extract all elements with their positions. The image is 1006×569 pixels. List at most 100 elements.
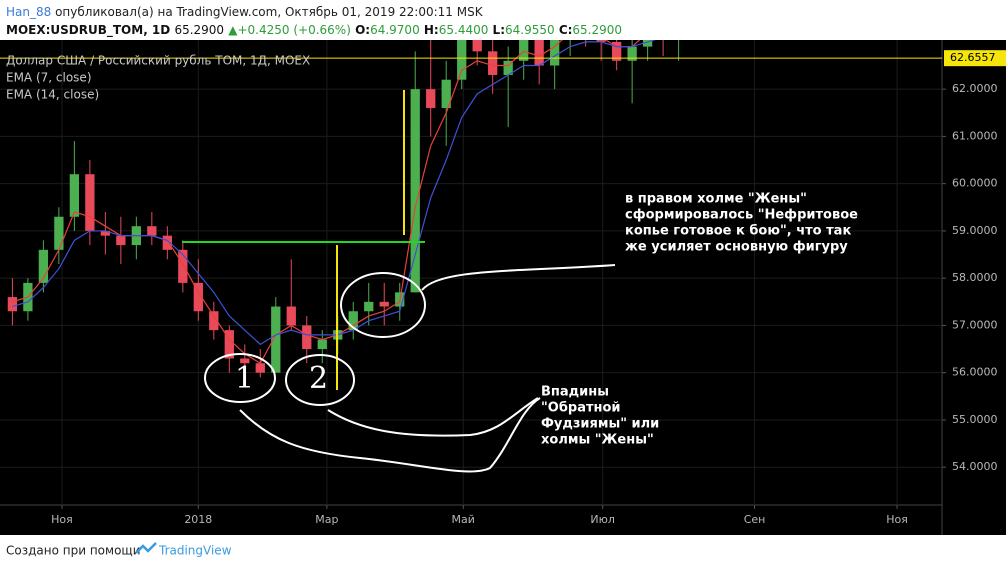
legend-entry: EMA (7, close) bbox=[6, 71, 92, 85]
candle-body bbox=[550, 40, 560, 66]
candle-body bbox=[178, 249, 188, 283]
change: +0.4250 (+0.66%) bbox=[237, 23, 350, 37]
candle-body bbox=[596, 40, 606, 42]
candle-body bbox=[286, 306, 296, 326]
x-tick-label: Мар bbox=[315, 513, 338, 526]
y-tick-label: 54.0000 bbox=[952, 460, 998, 473]
circle bbox=[340, 272, 426, 338]
y-tick-label: 56.0000 bbox=[952, 366, 998, 379]
candle-body bbox=[488, 51, 498, 75]
annotation: 1 bbox=[235, 361, 254, 396]
candle-body bbox=[642, 40, 653, 47]
candle-body bbox=[534, 40, 544, 66]
x-tick-label: 2018 bbox=[184, 513, 212, 526]
candle-body bbox=[364, 301, 374, 312]
last: 65.2900 bbox=[174, 23, 224, 37]
candle-body bbox=[255, 363, 265, 373]
user[interactable]: Han_88 bbox=[6, 5, 51, 19]
candle-body bbox=[209, 311, 219, 331]
annotation: Фудзиямы" или bbox=[541, 417, 659, 432]
footer-text: Создано при помощи bbox=[6, 544, 141, 558]
legend-entry: EMA (14, close) bbox=[6, 88, 99, 102]
x-tick-label: Ноя bbox=[51, 513, 73, 526]
candle-body bbox=[317, 339, 327, 350]
chart-bg bbox=[0, 40, 1006, 535]
legend: EMA (7, close) EMA (14, close) bbox=[6, 71, 99, 102]
candle-body bbox=[271, 306, 281, 373]
annotation: же усиляет основную фигуру bbox=[625, 240, 848, 255]
annotation: сформировалось "Нефритовое bbox=[625, 208, 858, 223]
drawings bbox=[182, 90, 616, 473]
candle-body bbox=[627, 46, 637, 61]
pointer-curve bbox=[421, 264, 616, 291]
candle-body bbox=[426, 89, 436, 109]
y-tick-label: 62.0000 bbox=[952, 82, 998, 95]
open-label: O: bbox=[355, 23, 370, 37]
circle bbox=[204, 353, 276, 403]
candle-body bbox=[503, 60, 513, 75]
x-tick-label: Июл bbox=[590, 513, 615, 526]
candle-body bbox=[457, 40, 467, 80]
x-tick-label: Сен bbox=[744, 513, 766, 526]
candle-body bbox=[519, 40, 529, 61]
symbol: MOEX:USDRUB_TOM, 1D bbox=[6, 23, 170, 38]
annotation: копье готовое к бою", что так bbox=[625, 224, 851, 239]
annotation: в правом холме "Жены" bbox=[625, 192, 807, 207]
candle-body bbox=[54, 216, 64, 250]
candle-body bbox=[116, 235, 126, 246]
open: 64.9700 bbox=[370, 23, 420, 37]
candle-body bbox=[100, 230, 111, 236]
header-line: Han_88 опубликовал(а) на TradingView.com… bbox=[6, 5, 484, 19]
candle-body bbox=[379, 301, 389, 307]
annotation: "Обратной bbox=[541, 401, 621, 416]
candle-body bbox=[348, 311, 358, 331]
symbol-line: MOEX:USDRUB_TOM, 1D 65.2900 ▲+0.4250 (+0… bbox=[6, 23, 622, 38]
y-tick-label: 55.0000 bbox=[952, 413, 998, 426]
candle-body bbox=[224, 330, 234, 359]
candle-body bbox=[472, 40, 482, 52]
low: 64.9550 bbox=[505, 23, 555, 37]
axes: 54.0000 55.0000 56.0000 57.0000 58.0000 59.00… bbox=[51, 50, 1006, 526]
candle-body bbox=[302, 325, 312, 350]
high-label: H: bbox=[424, 23, 439, 37]
y-tick-label: 60.0000 bbox=[952, 177, 998, 190]
candle-body bbox=[85, 174, 95, 231]
annotations: в правом холме "Жены"сформировалось "Неф… bbox=[235, 192, 858, 448]
candle-body bbox=[410, 89, 420, 293]
grid bbox=[0, 40, 942, 505]
close-label: C: bbox=[559, 23, 573, 37]
annotation: Впадины bbox=[541, 385, 609, 400]
pointer-curve bbox=[327, 397, 539, 437]
y-tick-label: 58.0000 bbox=[952, 271, 998, 284]
published: опубликовал(а) на TradingView.com, Октяб… bbox=[55, 5, 484, 19]
candle-body bbox=[38, 249, 49, 283]
chart-title: Доллар США / Российский рубль TOM, 1Д, M… bbox=[6, 54, 310, 68]
candle-body bbox=[147, 226, 157, 236]
candle-body bbox=[240, 358, 250, 364]
candle-body bbox=[162, 235, 172, 250]
pointer-curve bbox=[239, 397, 541, 473]
candle-body bbox=[611, 41, 622, 61]
price-label: 62.6557 bbox=[950, 51, 996, 64]
high: 65.4400 bbox=[439, 23, 489, 37]
candle-body bbox=[7, 297, 18, 312]
x-tick-label: Май bbox=[452, 513, 475, 526]
close: 65.2900 bbox=[572, 23, 622, 37]
candle-body bbox=[441, 79, 451, 109]
logo bbox=[135, 542, 157, 554]
candle-body bbox=[69, 174, 80, 217]
low-label: L: bbox=[493, 23, 505, 37]
ema-line bbox=[12, 40, 656, 346]
annotation: холмы "Жены" bbox=[541, 433, 654, 448]
footer-brand[interactable]: TradingView bbox=[158, 544, 232, 558]
circle bbox=[285, 354, 355, 406]
y-tick-label: 57.0000 bbox=[952, 318, 998, 331]
annotation: 2 bbox=[309, 361, 328, 396]
price-label-bg bbox=[944, 50, 1006, 67]
y-tick-label: 61.0000 bbox=[952, 129, 998, 142]
x-tick-label: Ноя bbox=[886, 513, 908, 526]
y-tick-label: 59.0000 bbox=[952, 224, 998, 237]
candle-body bbox=[193, 282, 203, 312]
arrow: ▲ bbox=[228, 23, 238, 37]
